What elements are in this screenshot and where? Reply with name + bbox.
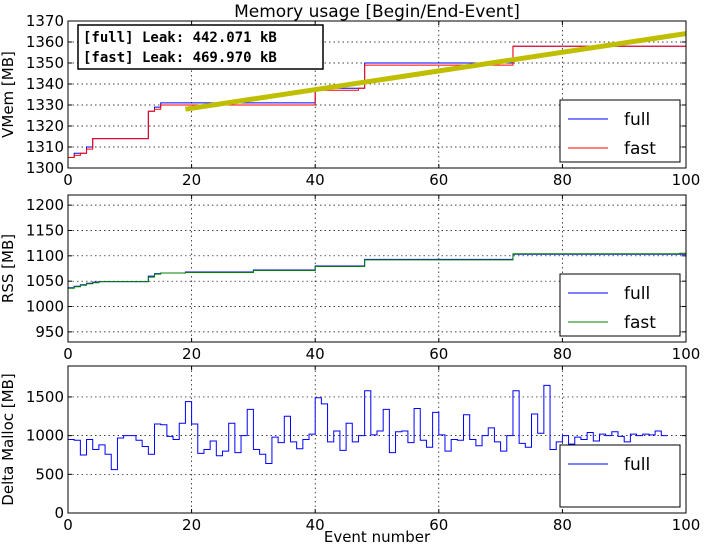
legend-box — [559, 99, 681, 163]
x-tick-label: 0 — [63, 345, 73, 363]
annotation-box — [77, 24, 324, 70]
x-tick-label: 60 — [429, 345, 448, 363]
y-tick-label: 950 — [35, 323, 64, 341]
y-tick-label: 1330 — [26, 96, 64, 114]
x-tick-label: 80 — [553, 171, 572, 189]
y-axis-label: Delta Malloc [MB] — [0, 373, 17, 505]
x-tick-label: 60 — [429, 516, 448, 534]
x-tick-label: 100 — [672, 516, 701, 534]
x-tick-label: 80 — [553, 345, 572, 363]
y-tick-label: 1100 — [26, 247, 64, 265]
panel-2: 0 20 40 60 80 100 950 1000 1050 1100 1150 1200 RSS [… — [0, 194, 701, 363]
axes-frame — [67, 365, 687, 514]
series-group — [68, 31, 686, 158]
legend-label-full: full — [624, 110, 650, 130]
axes-frame — [67, 194, 687, 343]
series-group — [68, 384, 668, 471]
legend-label-fast: fast — [624, 139, 656, 159]
series-group — [68, 252, 686, 289]
y-tick-label: 1300 — [26, 159, 64, 177]
legend-box — [559, 273, 681, 337]
panels: 0 20 40 60 80 100 1300 1310 1320 1330 1340 1350 1360… — [0, 12, 700, 544]
legend: full — [559, 444, 681, 508]
annotation-text: [fast] Leak: 469.970 kB — [83, 50, 277, 66]
y-tick-label: 1310 — [26, 138, 64, 156]
x-tick-label: 40 — [306, 171, 325, 189]
axes-frame — [67, 20, 687, 169]
legend-label-fast: fast — [624, 313, 656, 333]
x-tick-label: 40 — [306, 516, 325, 534]
x-tick-label: 100 — [672, 171, 701, 189]
series-line-fast — [68, 45, 686, 158]
x-tick-label: 40 — [306, 345, 325, 363]
y-axis-label: RSS [MB] — [0, 234, 17, 303]
legend: full fast — [559, 99, 681, 163]
panel-1: 0 20 40 60 80 100 1300 1310 1320 1330 1340 1350 1360… — [0, 12, 700, 189]
x-tick-label: 20 — [182, 516, 201, 534]
y-tick-label: 1350 — [26, 54, 64, 72]
y-tick-label: 1500 — [26, 388, 64, 406]
series-line-fast — [68, 252, 686, 289]
x-tick-label: 20 — [182, 171, 201, 189]
y-tick-label: 1000 — [26, 298, 64, 316]
legend: full fast — [559, 273, 681, 337]
x-tick-label: 0 — [63, 171, 73, 189]
y-tick-label: 1150 — [26, 221, 64, 239]
legend-label-full: full — [624, 284, 650, 304]
y-tick-label: 1360 — [26, 33, 64, 51]
fit-line — [185, 31, 686, 112]
x-tick-label: 80 — [553, 516, 572, 534]
y-tick-label: 1050 — [26, 272, 64, 290]
x-tick-label: 0 — [63, 516, 73, 534]
leak-annotation: [full] Leak: 442.071 kB [fast] Leak: 469.… — [77, 24, 324, 70]
y-tick-label: 1340 — [26, 75, 64, 93]
y-tick-label: 1370 — [26, 12, 64, 30]
annotation-text: [full] Leak: 442.071 kB — [83, 30, 277, 46]
y-tick-label: 1000 — [26, 427, 64, 445]
y-tick-label: 500 — [35, 465, 64, 483]
y-tick-label: 0 — [54, 504, 64, 522]
x-tick-label: 60 — [429, 171, 448, 189]
x-tick-label: 20 — [182, 345, 201, 363]
y-tick-label: 1200 — [26, 196, 64, 214]
series-line-full — [68, 384, 668, 471]
legend-box — [559, 444, 681, 508]
legend-label-full: full — [624, 455, 650, 475]
x-tick-label: 100 — [672, 345, 701, 363]
y-axis-label: VMem [MB] — [0, 51, 17, 138]
y-tick-label: 1320 — [26, 117, 64, 135]
x-axis-label: Event number — [324, 528, 431, 544]
figure-title: Memory usage [Begin/End-Event] — [234, 2, 520, 22]
